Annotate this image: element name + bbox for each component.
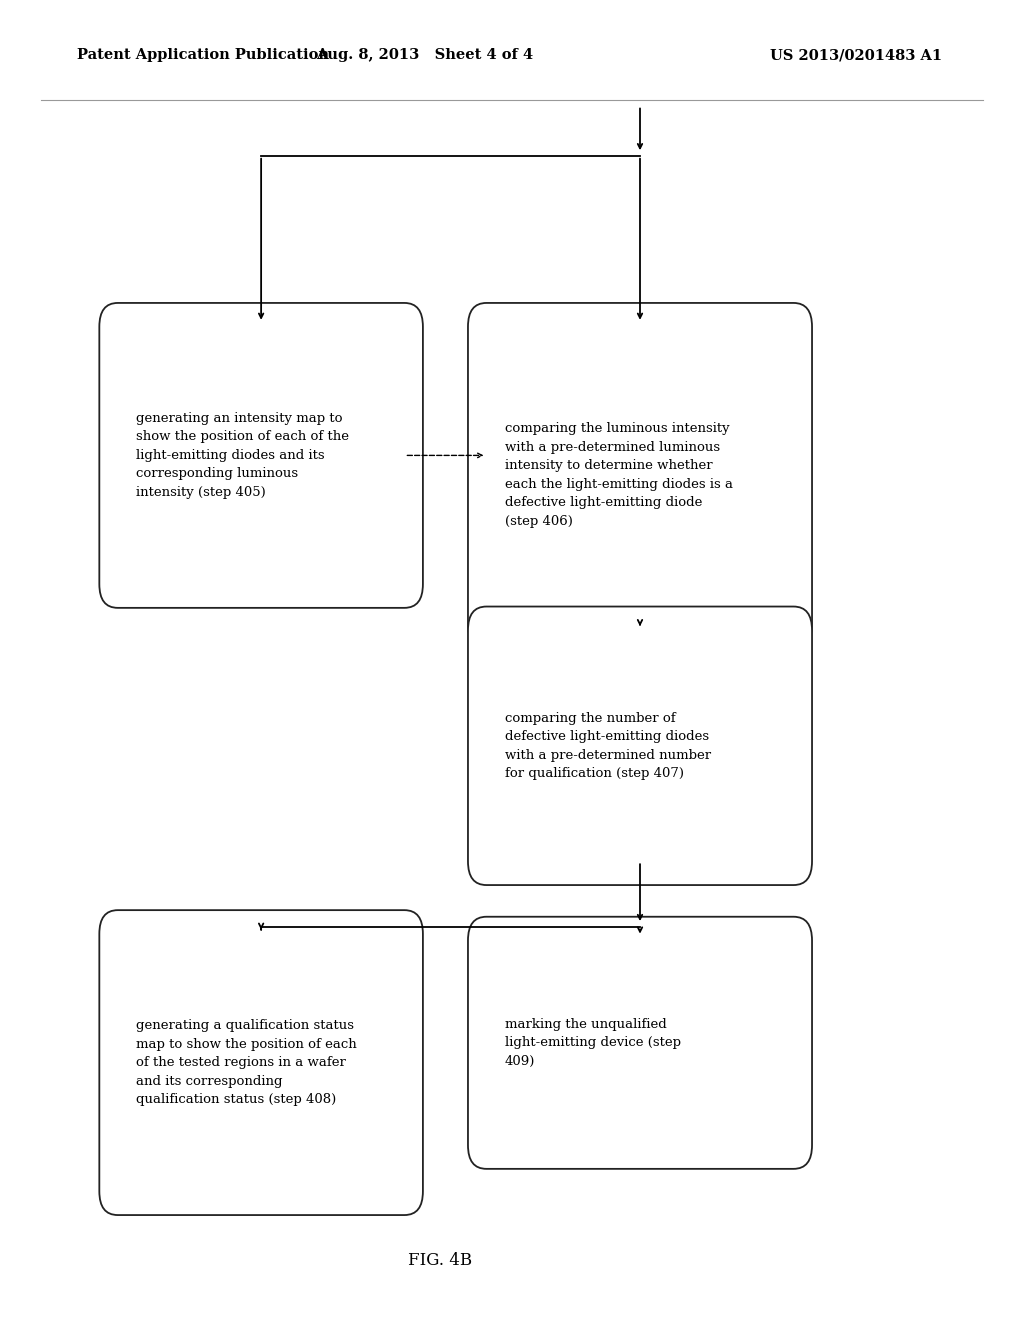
Text: generating an intensity map to
show the position of each of the
light-emitting d: generating an intensity map to show the …	[136, 412, 349, 499]
FancyBboxPatch shape	[468, 607, 812, 884]
FancyBboxPatch shape	[99, 911, 423, 1214]
FancyBboxPatch shape	[99, 304, 423, 607]
Text: FIG. 4B: FIG. 4B	[409, 1253, 472, 1269]
Text: comparing the luminous intensity
with a pre-determined luminous
intensity to det: comparing the luminous intensity with a …	[505, 422, 733, 528]
FancyBboxPatch shape	[468, 916, 812, 1170]
Text: Patent Application Publication: Patent Application Publication	[77, 49, 329, 62]
Text: Aug. 8, 2013   Sheet 4 of 4: Aug. 8, 2013 Sheet 4 of 4	[316, 49, 534, 62]
Text: comparing the number of
defective light-emitting diodes
with a pre-determined nu: comparing the number of defective light-…	[505, 711, 711, 780]
Text: generating a qualification status
map to show the position of each
of the tested: generating a qualification status map to…	[136, 1019, 357, 1106]
FancyBboxPatch shape	[468, 304, 812, 648]
Text: US 2013/0201483 A1: US 2013/0201483 A1	[770, 49, 942, 62]
Text: marking the unqualified
light-emitting device (step
409): marking the unqualified light-emitting d…	[505, 1018, 681, 1068]
